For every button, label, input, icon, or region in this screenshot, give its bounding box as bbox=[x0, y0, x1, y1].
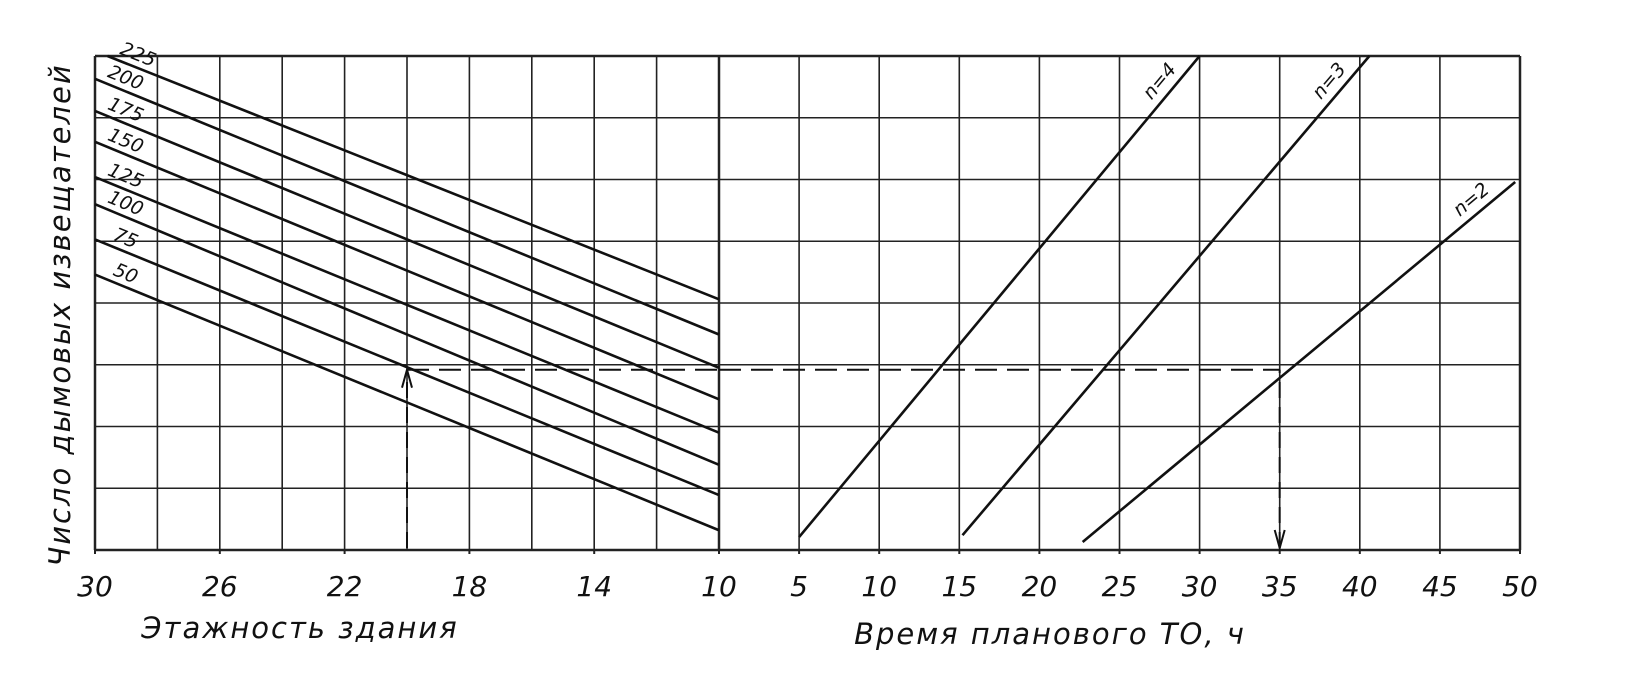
x-tick-label: 10 bbox=[861, 570, 897, 603]
guide-arrow bbox=[401, 365, 413, 388]
guide-arrow bbox=[1273, 529, 1286, 552]
x-tick-label: 45 bbox=[1422, 570, 1458, 603]
x-axis-label: Этажность здания bbox=[140, 611, 458, 645]
x-tick-label: 10 bbox=[701, 570, 737, 603]
series-line bbox=[94, 109, 720, 370]
x-tick-label: 26 bbox=[202, 570, 238, 603]
series-line bbox=[94, 203, 720, 466]
x-tick-label: 30 bbox=[77, 570, 113, 603]
x-tick-label: 5 bbox=[790, 570, 808, 603]
x-tick-label: 25 bbox=[1102, 570, 1138, 603]
series-line bbox=[94, 140, 720, 401]
x-tick-label: 18 bbox=[452, 570, 488, 603]
x-tick-label: 40 bbox=[1342, 570, 1378, 603]
x-tick-label: 22 bbox=[327, 570, 363, 603]
x-tick-label: 20 bbox=[1022, 570, 1058, 603]
y-axis-label: Число дымовых извещателей bbox=[43, 63, 77, 566]
series-line bbox=[94, 273, 720, 532]
x-tick-label: 35 bbox=[1262, 570, 1298, 603]
series-line bbox=[94, 77, 720, 336]
x-tick-label: 15 bbox=[941, 570, 977, 603]
series-line bbox=[1081, 180, 1517, 543]
series-line bbox=[94, 175, 720, 434]
x-axis-label: Время планового ТО, ч bbox=[854, 617, 1246, 651]
series-line bbox=[798, 55, 1201, 538]
series-line bbox=[106, 54, 720, 301]
x-tick-label: 14 bbox=[576, 570, 612, 603]
x-tick-label: 50 bbox=[1502, 570, 1538, 603]
x-tick-label: 30 bbox=[1182, 570, 1218, 603]
series-line bbox=[961, 55, 1371, 537]
